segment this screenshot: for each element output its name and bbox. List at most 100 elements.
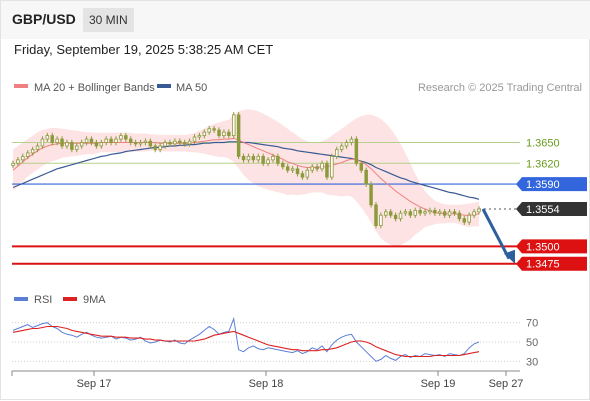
candle <box>148 138 153 149</box>
forecast-arrow <box>481 208 515 264</box>
candle <box>70 139 74 153</box>
candle <box>241 153 246 163</box>
level-tag-3 <box>516 202 587 216</box>
symbol-title: GBP/USD <box>12 11 76 27</box>
bollinger-band <box>13 109 479 247</box>
candle <box>339 143 344 153</box>
candle <box>403 209 408 216</box>
candle-body <box>128 138 133 143</box>
candle <box>271 153 275 163</box>
rsi-line <box>12 316 480 362</box>
candle <box>124 132 128 142</box>
candle-body <box>104 138 108 143</box>
candle <box>266 157 270 167</box>
candle-body <box>79 142 84 147</box>
candle-body <box>325 162 329 178</box>
candle <box>182 139 187 147</box>
candle-body <box>457 212 462 220</box>
candle <box>418 207 422 216</box>
candle <box>217 127 221 139</box>
candle-body <box>94 142 99 147</box>
candle-body <box>55 138 59 143</box>
candle-body <box>138 142 143 145</box>
candle-body <box>99 142 104 147</box>
candle-body <box>423 211 427 214</box>
ma50-legend-label: MA 50 <box>176 82 207 94</box>
candle <box>477 206 481 215</box>
level-tag-2 <box>516 177 587 192</box>
candle <box>89 136 94 146</box>
candle <box>192 134 197 144</box>
candle-body <box>192 136 197 142</box>
candle-body <box>202 131 207 137</box>
candle-body <box>173 140 177 145</box>
candle <box>447 209 452 218</box>
candle-body <box>207 128 211 133</box>
candle-body <box>305 169 310 178</box>
level-tag-5 <box>516 256 587 271</box>
candle <box>11 160 15 169</box>
candle <box>168 139 172 147</box>
candle-body <box>281 162 285 168</box>
candle <box>104 136 108 146</box>
candle <box>109 136 113 146</box>
x-tick-label: Sep 19 <box>421 378 456 390</box>
candle <box>40 136 45 149</box>
candle-body <box>320 162 324 170</box>
candle-body <box>344 142 349 147</box>
level-label-1: 1.3620 <box>526 158 560 170</box>
candle <box>398 210 403 222</box>
candle-body <box>25 152 30 157</box>
candle <box>197 132 202 140</box>
candle-body <box>300 173 305 178</box>
candle-body <box>408 211 413 216</box>
timeframe-button[interactable]: 30 MIN <box>83 8 134 32</box>
candle-body <box>271 155 275 161</box>
candle-body <box>89 138 94 143</box>
candle <box>50 132 54 146</box>
candle-body <box>266 159 270 164</box>
candle-body <box>30 149 35 154</box>
candle <box>467 212 471 225</box>
candle <box>442 209 447 218</box>
candle <box>256 153 260 163</box>
candle <box>25 150 30 160</box>
candle <box>187 138 192 147</box>
candle <box>393 212 398 222</box>
moving-averages <box>12 137 480 216</box>
candle <box>290 166 295 173</box>
candle <box>21 153 25 163</box>
candle-body <box>227 131 231 137</box>
candle-body <box>452 211 457 214</box>
candle <box>388 209 393 218</box>
candle <box>349 136 354 146</box>
header-bar: GBP/USD 30 MIN <box>1 1 590 39</box>
candle <box>295 166 300 177</box>
candle-body <box>217 129 221 137</box>
candle <box>379 212 383 229</box>
candle-body <box>261 155 265 164</box>
candle-body <box>168 142 172 145</box>
candle-body <box>241 155 246 161</box>
candles <box>11 112 481 229</box>
candle-body <box>148 140 153 147</box>
candle-body <box>178 140 182 143</box>
timestamp: Friday, September 19, 2025 5:38:25 AM CE… <box>14 42 274 57</box>
candle <box>16 157 20 167</box>
candle <box>138 139 143 147</box>
x-axis-labels: Sep 17 Sep 18 Sep 19 Sep 27 <box>11 371 523 390</box>
candle <box>178 138 182 146</box>
candle <box>119 132 123 142</box>
candle-body <box>153 145 157 150</box>
rsi-tick-label: 70 <box>526 318 538 330</box>
candle <box>330 153 334 180</box>
candle-body <box>109 138 113 143</box>
rsi-tick-label: 30 <box>526 356 538 368</box>
arrow-head <box>504 249 515 264</box>
level-label-3: 1.3554 <box>526 204 560 216</box>
candle <box>281 160 285 170</box>
candle <box>359 160 364 173</box>
candle <box>99 139 104 149</box>
ma50-line <box>12 141 480 200</box>
